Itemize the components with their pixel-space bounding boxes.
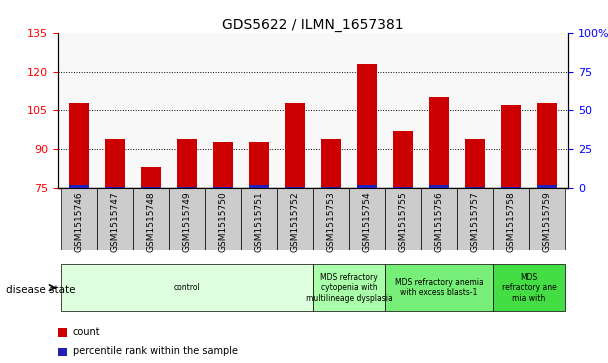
- Bar: [142, 187, 161, 188]
- Text: control: control: [174, 283, 201, 292]
- Text: GSM1515747: GSM1515747: [111, 191, 120, 252]
- Text: MDS refractory anemia
with excess blasts-1: MDS refractory anemia with excess blasts…: [395, 278, 483, 297]
- Bar: [61, 264, 313, 311]
- Bar: [385, 188, 421, 250]
- Text: GSM1515746: GSM1515746: [75, 191, 84, 252]
- Bar: [537, 103, 557, 188]
- Text: GSM1515756: GSM1515756: [435, 191, 443, 252]
- Text: GSM1515755: GSM1515755: [398, 191, 407, 252]
- Bar: [105, 187, 125, 188]
- Text: GSM1515753: GSM1515753: [326, 191, 336, 252]
- Bar: [69, 185, 89, 188]
- Text: disease state: disease state: [6, 285, 75, 295]
- Text: percentile rank within the sample: percentile rank within the sample: [73, 346, 238, 356]
- Bar: [321, 187, 341, 188]
- Bar: [357, 185, 377, 188]
- Text: GSM1515749: GSM1515749: [183, 191, 192, 252]
- Bar: [465, 187, 485, 188]
- Text: GSM1515752: GSM1515752: [291, 191, 300, 252]
- Bar: [142, 167, 161, 188]
- Bar: [105, 139, 125, 188]
- Bar: [285, 187, 305, 188]
- Text: GSM1515748: GSM1515748: [147, 191, 156, 252]
- Bar: [178, 139, 197, 188]
- Text: GSM1515754: GSM1515754: [362, 191, 371, 252]
- Text: MDS refractory
cytopenia with
multilineage dysplasia: MDS refractory cytopenia with multilinea…: [306, 273, 392, 303]
- Text: GSM1515750: GSM1515750: [219, 191, 228, 252]
- Bar: [213, 187, 233, 188]
- Text: GSM1515758: GSM1515758: [506, 191, 516, 252]
- Bar: [465, 139, 485, 188]
- Bar: [285, 103, 305, 188]
- Bar: [357, 64, 377, 188]
- Bar: [61, 188, 97, 250]
- Bar: [133, 188, 169, 250]
- Bar: [493, 188, 529, 250]
- Bar: [421, 188, 457, 250]
- Bar: [501, 105, 521, 188]
- Bar: [69, 103, 89, 188]
- Bar: [178, 187, 197, 188]
- Text: GSM1515757: GSM1515757: [471, 191, 480, 252]
- Text: GSM1515751: GSM1515751: [255, 191, 264, 252]
- Bar: [537, 185, 557, 188]
- Bar: [169, 188, 206, 250]
- Bar: [501, 187, 521, 188]
- Bar: [206, 188, 241, 250]
- Text: GSM1515759: GSM1515759: [542, 191, 551, 252]
- Bar: [529, 188, 565, 250]
- Bar: [321, 139, 341, 188]
- Bar: [429, 98, 449, 188]
- Bar: [393, 131, 413, 188]
- Bar: [349, 188, 385, 250]
- Bar: [385, 264, 493, 311]
- Text: count: count: [73, 326, 100, 337]
- Bar: [213, 142, 233, 188]
- Bar: [493, 264, 565, 311]
- Bar: [277, 188, 313, 250]
- Bar: [249, 142, 269, 188]
- Bar: [457, 188, 493, 250]
- Title: GDS5622 / ILMN_1657381: GDS5622 / ILMN_1657381: [223, 18, 404, 32]
- Bar: [393, 187, 413, 188]
- Text: MDS
refractory ane
mia with: MDS refractory ane mia with: [502, 273, 556, 303]
- Bar: [97, 188, 133, 250]
- Bar: [241, 188, 277, 250]
- Bar: [249, 185, 269, 188]
- Bar: [313, 188, 349, 250]
- Bar: [429, 185, 449, 188]
- Bar: [313, 264, 385, 311]
